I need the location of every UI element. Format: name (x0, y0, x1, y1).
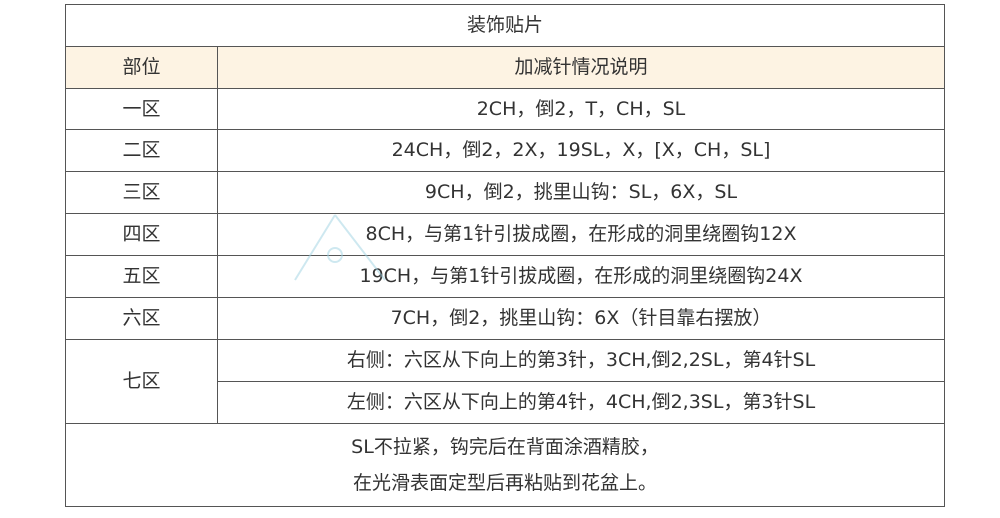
pattern-table: 装饰贴片 部位 加减针情况说明 一区 2CH，倒2，T，CH，SL 二区 24CH，… (65, 4, 945, 507)
part-cell: 一区 (65, 88, 218, 130)
table-row: 五区 19CH，与第1针引拔成圈，在形成的洞里绕圈钩24X (65, 255, 945, 298)
desc-cell-right: 右侧：六区从下向上的第3针，3CH,倒2,2SL，第4针SL (217, 339, 945, 382)
desc-cell-left: 左侧：六区从下向上的第4针，4CH,倒2,3SL，第3针SL (217, 381, 945, 424)
part-cell: 二区 (65, 129, 218, 172)
note-cell: SL不拉紧，钩完后在背面涂酒精胶， 在光滑表面定型后再粘贴到花盆上。 (65, 423, 945, 507)
table-row: 七区 右侧：六区从下向上的第3针，3CH,倒2,2SL，第4针SL (65, 339, 945, 424)
desc-cell: 9CH，倒2，挑里山钩：SL，6X，SL (217, 171, 945, 214)
header-description: 加减针情况说明 (217, 46, 945, 89)
table-row: 一区 2CH，倒2，T，CH，SL (65, 88, 945, 130)
desc-cell: 24CH，倒2，2X，19SL，X，[X，CH，SL] (217, 129, 945, 172)
table-row: 六区 7CH，倒2，挑里山钩：6X（针目靠右摆放） (65, 297, 945, 340)
note-line: 在光滑表面定型后再粘贴到花盆上。 (352, 472, 657, 494)
note-line: SL不拉紧，钩完后在背面涂酒精胶， (351, 436, 659, 458)
table-row: 四区 8CH，与第1针引拔成圈，在形成的洞里绕圈钩12X (65, 213, 945, 256)
header-part: 部位 (65, 46, 218, 89)
desc-cell: 7CH，倒2，挑里山钩：6X（针目靠右摆放） (217, 297, 945, 340)
part-cell: 六区 (65, 297, 218, 340)
part-cell: 五区 (65, 255, 218, 298)
part-cell: 三区 (65, 171, 218, 214)
table-title: 装饰贴片 (65, 4, 945, 47)
watermark-logo-icon (294, 214, 386, 281)
desc-cell: 19CH，与第1针引拔成圈，在形成的洞里绕圈钩24X (217, 255, 945, 298)
part-cell: 四区 (65, 213, 218, 256)
table-row: 二区 24CH，倒2，2X，19SL，X，[X，CH，SL] (65, 129, 945, 172)
table-row: 三区 9CH，倒2，挑里山钩：SL，6X，SL (65, 171, 945, 214)
desc-cell: 2CH，倒2，T，CH，SL (217, 88, 945, 130)
part-cell: 七区 (65, 339, 218, 424)
